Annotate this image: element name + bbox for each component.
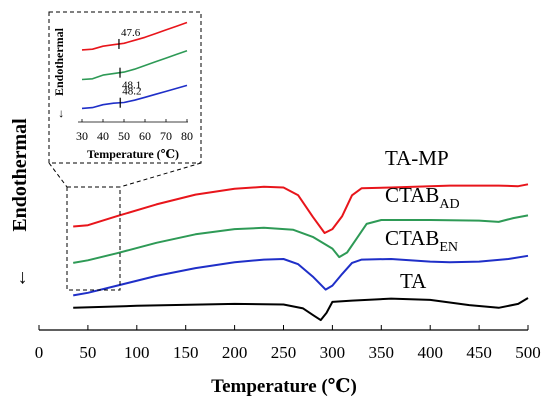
inset-x-axis-title: Temperature (℃) xyxy=(87,147,179,161)
main-series-group xyxy=(73,183,529,322)
series-label-main: TA-MP xyxy=(385,146,449,170)
x-tick-label: 100 xyxy=(124,343,150,362)
x-tick-label: 350 xyxy=(369,343,395,362)
zoom-connector-right xyxy=(119,162,202,188)
inset-x-tick-label: 50 xyxy=(118,129,130,143)
inset-series-line-ctaben xyxy=(81,84,188,110)
x-tick-label: 50 xyxy=(79,343,96,362)
series-label-main: CTAB xyxy=(385,226,439,250)
x-axis-ticks: 0 50 100 150 200 250 300 350 400 450 500 xyxy=(35,325,541,362)
inset-frame xyxy=(48,11,202,164)
series-label-subscript: AD xyxy=(439,197,459,212)
inset-y-axis-title: Endothermal xyxy=(52,27,66,96)
x-tick-label: 150 xyxy=(173,343,199,362)
series-label-main: CTAB xyxy=(385,183,439,207)
series-line-ctaben xyxy=(73,254,529,297)
x-tick-label: 0 xyxy=(35,343,44,362)
y-axis-arrow: ← xyxy=(9,268,31,288)
series-line-ta-mp xyxy=(73,183,529,234)
inset-x-axis-ticks: 30 40 50 60 70 80 xyxy=(76,119,193,143)
inset-series-line-ta-mp xyxy=(81,21,188,51)
series-line-ctabad xyxy=(73,214,529,264)
inset-peak-label: 48.1 xyxy=(122,80,141,92)
y-axis-title: Endothermal xyxy=(9,118,31,232)
series-label-ta-mp: TA-MP xyxy=(385,146,449,170)
inset-x-tick-label: 80 xyxy=(181,129,193,143)
series-label-subscript: EN xyxy=(439,240,458,255)
x-tick-label: 450 xyxy=(466,343,492,362)
series-label-ctaben: CTABEN xyxy=(385,226,458,255)
inset-peak-label: 48.2 xyxy=(122,86,141,98)
inset-peak-label: 47.6 xyxy=(121,27,141,39)
series-label-main: TA xyxy=(400,269,427,293)
inset-annotations: 47.6 48.148.2 xyxy=(118,27,141,108)
inset-y-axis-arrow: ← xyxy=(52,108,66,120)
x-tick-label: 200 xyxy=(222,343,248,362)
zoom-connector-left xyxy=(48,162,68,188)
inset-x-tick-label: 60 xyxy=(139,129,151,143)
inset-x-tick-label: 30 xyxy=(76,129,88,143)
inset-x-tick-label: 70 xyxy=(160,129,172,143)
zoom-region-box xyxy=(66,186,121,291)
inset-x-tick-label: 40 xyxy=(97,129,109,143)
series-label-ctabad: CTABAD xyxy=(385,183,460,212)
inset-series-group xyxy=(81,21,188,110)
x-tick-label: 300 xyxy=(320,343,346,362)
x-tick-label: 250 xyxy=(271,343,297,362)
x-tick-label: 400 xyxy=(417,343,443,362)
series-line-ta xyxy=(73,297,529,322)
series-label-ta: TA xyxy=(400,269,427,293)
inset-series-line-ctabad xyxy=(81,49,188,81)
x-axis-title: Temperature (℃) xyxy=(211,376,357,397)
x-tick-label: 500 xyxy=(515,343,541,362)
